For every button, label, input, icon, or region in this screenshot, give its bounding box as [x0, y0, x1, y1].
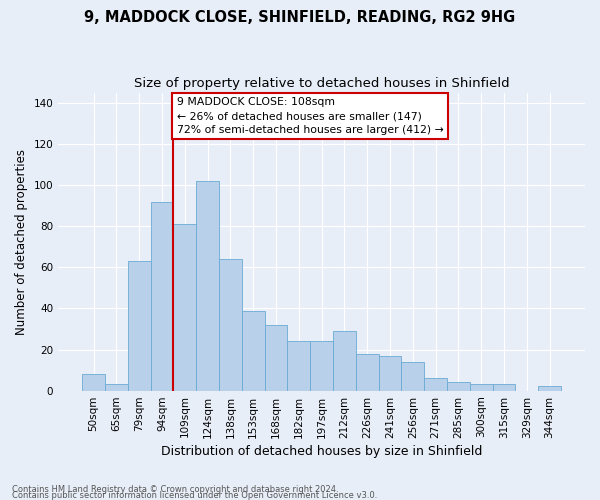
- Bar: [151, 202, 173, 390]
- Bar: [128, 262, 151, 390]
- Bar: [82, 374, 105, 390]
- Bar: [401, 362, 424, 390]
- Text: Contains HM Land Registry data © Crown copyright and database right 2024.: Contains HM Land Registry data © Crown c…: [12, 484, 338, 494]
- Bar: [424, 378, 447, 390]
- Title: Size of property relative to detached houses in Shinfield: Size of property relative to detached ho…: [134, 78, 509, 90]
- Bar: [173, 224, 196, 390]
- Bar: [493, 384, 515, 390]
- Bar: [470, 384, 493, 390]
- Y-axis label: Number of detached properties: Number of detached properties: [15, 149, 28, 335]
- Text: 9, MADDOCK CLOSE, SHINFIELD, READING, RG2 9HG: 9, MADDOCK CLOSE, SHINFIELD, READING, RG…: [85, 10, 515, 25]
- Bar: [447, 382, 470, 390]
- X-axis label: Distribution of detached houses by size in Shinfield: Distribution of detached houses by size …: [161, 444, 482, 458]
- Text: 9 MADDOCK CLOSE: 108sqm
← 26% of detached houses are smaller (147)
72% of semi-d: 9 MADDOCK CLOSE: 108sqm ← 26% of detache…: [177, 97, 443, 135]
- Bar: [105, 384, 128, 390]
- Bar: [196, 182, 219, 390]
- Bar: [242, 310, 265, 390]
- Bar: [379, 356, 401, 390]
- Bar: [356, 354, 379, 391]
- Bar: [265, 325, 287, 390]
- Text: Contains public sector information licensed under the Open Government Licence v3: Contains public sector information licen…: [12, 490, 377, 500]
- Bar: [287, 342, 310, 390]
- Bar: [310, 342, 333, 390]
- Bar: [219, 260, 242, 390]
- Bar: [333, 331, 356, 390]
- Bar: [538, 386, 561, 390]
